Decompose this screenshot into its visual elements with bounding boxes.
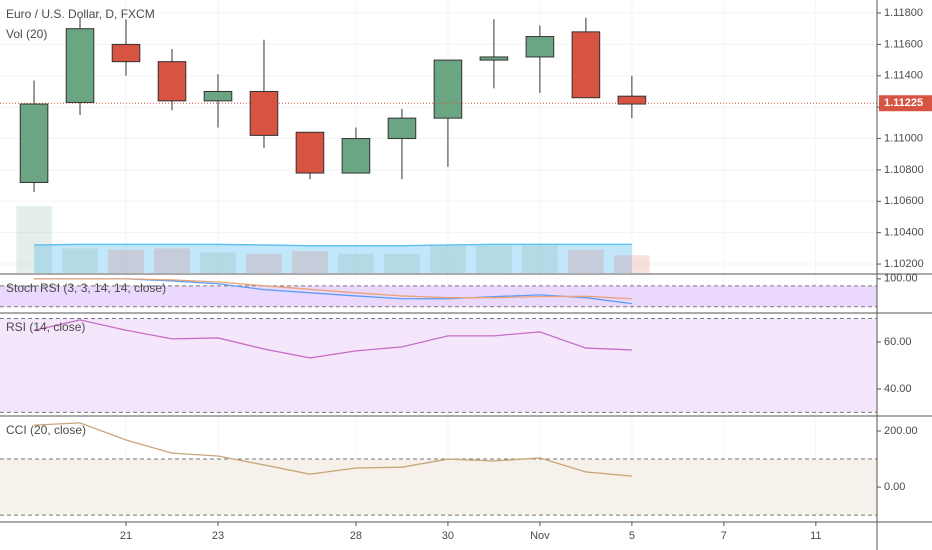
band-fill: [0, 318, 877, 413]
y-tick-label: 1.11800: [884, 7, 923, 19]
pane-title: Stoch RSI (3, 3, 14, 14, close): [6, 281, 166, 295]
band-fill: [0, 459, 877, 516]
volume-bar: [16, 206, 52, 273]
y-tick-label: 1.10800: [884, 164, 924, 176]
volume-bar: [476, 245, 512, 273]
volume-ma-line: [34, 243, 632, 247]
pane-title: RSI (14, close): [6, 320, 85, 334]
candle-body: [387, 117, 417, 140]
candle-body: [525, 36, 555, 58]
volume-bar: [200, 252, 236, 273]
x-tick-label: 7: [721, 530, 727, 542]
y-tick-label: 100.00: [884, 273, 918, 285]
volume-bar: [614, 255, 650, 273]
y-tick-label: 1.11600: [884, 38, 923, 50]
last-price-label: 1.11225: [884, 97, 923, 109]
volume-bar: [62, 248, 98, 273]
y-tick-label: 1.11400: [884, 70, 923, 82]
volume-ma-area: [34, 244, 632, 273]
x-tick-label: 11: [810, 530, 821, 542]
volume-bar: [338, 253, 374, 273]
indicator-line: [33, 319, 632, 359]
volume-bar: [292, 251, 328, 273]
y-tick-label: 200.00: [884, 425, 918, 437]
candle-body: [571, 31, 601, 99]
volume-bar: [568, 249, 604, 273]
pane-title: CCI (20, close): [6, 423, 86, 437]
chart-title: Euro / U.S. Dollar, D, FXCM: [6, 7, 155, 21]
x-tick-label: Nov: [530, 530, 550, 542]
y-tick-label: 1.11000: [884, 132, 923, 144]
x-tick-label: 21: [120, 530, 132, 542]
indicator-line: [33, 422, 632, 477]
candle-body: [19, 103, 49, 183]
candle-body: [65, 28, 95, 103]
band-fill: [0, 285, 877, 307]
x-tick-label: 30: [442, 530, 454, 542]
candle-body: [111, 43, 141, 63]
volume-bar: [384, 253, 420, 273]
last-price-box: [879, 95, 932, 112]
volume-bar: [430, 245, 466, 273]
y-tick-label: 1.10600: [884, 195, 924, 207]
x-tick-label: 5: [629, 530, 635, 542]
indicator-line: [34, 278, 632, 300]
volume-bar: [154, 248, 190, 273]
y-tick-label: 60.00: [884, 336, 912, 348]
volume-label: Vol (20): [6, 27, 47, 41]
candle-body: [433, 59, 463, 119]
x-tick-label: 23: [212, 530, 224, 542]
volume-bar: [246, 253, 282, 273]
x-tick-label: 28: [350, 530, 362, 542]
candle-body: [341, 138, 371, 174]
candle-body: [249, 90, 279, 136]
y-tick-label: 0.00: [884, 481, 905, 493]
candle-body: [295, 131, 325, 174]
volume-bar: [108, 249, 144, 273]
y-tick-label: 1.10400: [884, 227, 924, 239]
candle-body: [203, 90, 233, 102]
candle-body: [157, 61, 187, 102]
candle-body: [617, 95, 647, 105]
candle-body: [479, 56, 509, 61]
y-tick-label: 40.00: [884, 383, 912, 395]
y-tick-label: 1.10200: [884, 258, 924, 270]
volume-bar: [522, 245, 558, 273]
